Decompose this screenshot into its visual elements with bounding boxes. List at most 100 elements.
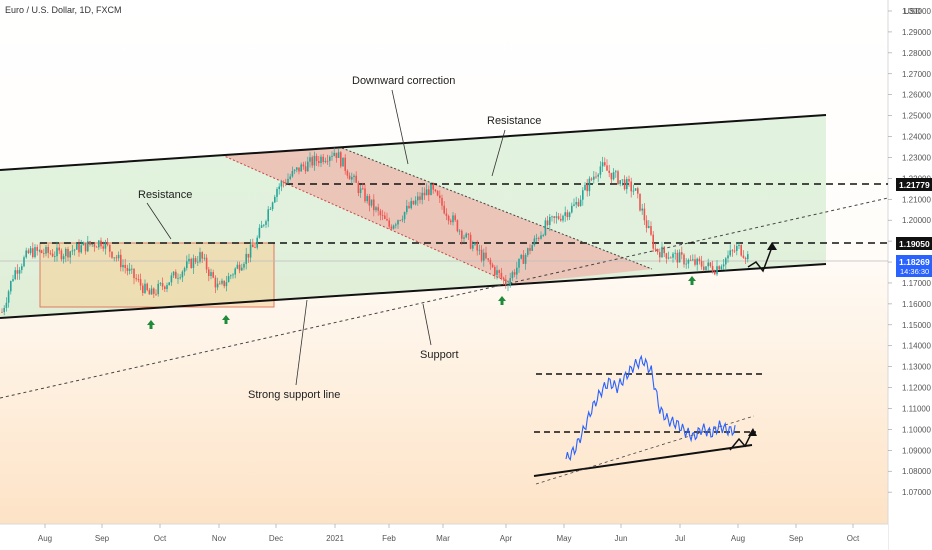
- candle-body: [670, 257, 672, 259]
- candle-body: [430, 184, 432, 195]
- candle-body: [568, 212, 571, 218]
- channel-top-line[interactable]: [0, 114, 827, 171]
- time-tick-label: Sep: [95, 534, 110, 543]
- candle-body: [538, 238, 540, 239]
- candle-body: [214, 277, 217, 288]
- time-axis[interactable]: Aug Sep Oct Nov Dec 2021 Feb Mar Apr May Jun Jul Aug…: [38, 524, 860, 543]
- candle-body: [645, 220, 648, 228]
- candle-body: [232, 274, 234, 276]
- candle-body: [10, 281, 12, 292]
- candle-body: [725, 258, 727, 265]
- candle-body: [18, 269, 21, 274]
- candle-body: [274, 196, 276, 203]
- candle-body: [40, 250, 43, 254]
- candle-body: [351, 177, 353, 180]
- candle-body: [357, 182, 360, 194]
- candle-body: [522, 254, 525, 264]
- candle-body: [333, 152, 335, 156]
- candle-body: [615, 171, 617, 173]
- range-box: [39, 242, 275, 308]
- up-arrow-icon: [498, 296, 506, 305]
- currency-label: USD: [904, 7, 921, 16]
- candle-body: [166, 285, 168, 289]
- candle-body: [579, 199, 582, 207]
- candle-body: [617, 171, 619, 185]
- badge-resistance-2: [896, 237, 932, 250]
- candle-body: [696, 258, 698, 265]
- candle-body: [296, 167, 298, 170]
- channel-bottom-line[interactable]: [0, 263, 827, 319]
- candle-body: [505, 279, 507, 286]
- candle-body: [698, 258, 701, 262]
- candle-body: [113, 257, 115, 259]
- candle-body: [626, 179, 628, 190]
- candle-body: [247, 253, 250, 258]
- candle-body: [630, 181, 632, 192]
- candle-body: [738, 244, 740, 246]
- candle-body: [364, 188, 366, 202]
- candle-body: [744, 257, 747, 260]
- candle-body: [562, 215, 564, 221]
- candle-body: [652, 234, 654, 249]
- candle-body: [403, 212, 406, 220]
- candle-body: [441, 197, 443, 206]
- candle-body: [340, 152, 342, 167]
- candle-body: [694, 259, 696, 265]
- candle-body: [454, 215, 456, 221]
- price-tick-label: 1.29000: [902, 28, 931, 37]
- candle-body: [733, 250, 736, 252]
- candle-body: [714, 271, 716, 275]
- inset-support-line: [533, 444, 753, 477]
- resistance-left-pointer: [146, 202, 172, 240]
- candle-body: [685, 263, 687, 265]
- candle-body: [542, 235, 544, 236]
- badge-resistance-2-text: 1.19050: [899, 239, 930, 249]
- price-axis[interactable]: 1.30000 1.29000 1.28000 1.27000 1.26000 1.250…: [888, 7, 931, 497]
- up-arrow-icon: [147, 320, 155, 329]
- candle-body: [249, 244, 252, 258]
- strong-support-line[interactable]: [0, 197, 889, 399]
- candles: [1, 147, 749, 316]
- candle-body: [49, 252, 52, 254]
- candle-body: [601, 162, 604, 167]
- price-tick-label: 1.26000: [902, 91, 931, 100]
- candle-body: [320, 156, 322, 164]
- candle-body: [676, 252, 679, 263]
- candle-body: [194, 258, 197, 263]
- candle-body: [267, 209, 269, 222]
- candle-body: [142, 285, 144, 293]
- time-tick-label: Aug: [38, 534, 52, 543]
- candle-body: [38, 250, 41, 252]
- candle-body: [58, 247, 60, 251]
- time-tick-label: Dec: [269, 534, 283, 543]
- candle-body: [586, 184, 588, 192]
- time-tick-label: Oct: [154, 534, 167, 543]
- candle-body: [157, 283, 159, 295]
- candle-body: [531, 245, 533, 251]
- candle-body: [663, 246, 665, 254]
- candle-body: [650, 226, 652, 235]
- candle-body: [170, 275, 173, 283]
- candle-body: [711, 266, 714, 272]
- candle-body: [529, 248, 531, 251]
- candle-body: [234, 268, 236, 275]
- candle-body: [661, 246, 663, 258]
- candle-body: [93, 244, 96, 247]
- candle-body: [318, 161, 320, 164]
- candle-body: [648, 226, 650, 228]
- candle-body: [461, 230, 463, 239]
- candle-body: [7, 291, 10, 303]
- price-tick-label: 1.24000: [902, 133, 931, 142]
- price-tick-label: 1.14000: [902, 342, 931, 351]
- candle-body: [421, 192, 423, 200]
- candle-body: [489, 259, 492, 265]
- candle-body: [456, 220, 459, 232]
- candle-body: [205, 257, 208, 270]
- candle-body: [588, 178, 591, 192]
- candle-body: [595, 176, 597, 178]
- chart-title: Euro / U.S. Dollar, 1D, FXCM: [5, 5, 122, 15]
- candle-body: [23, 257, 25, 267]
- candle-body: [392, 225, 395, 229]
